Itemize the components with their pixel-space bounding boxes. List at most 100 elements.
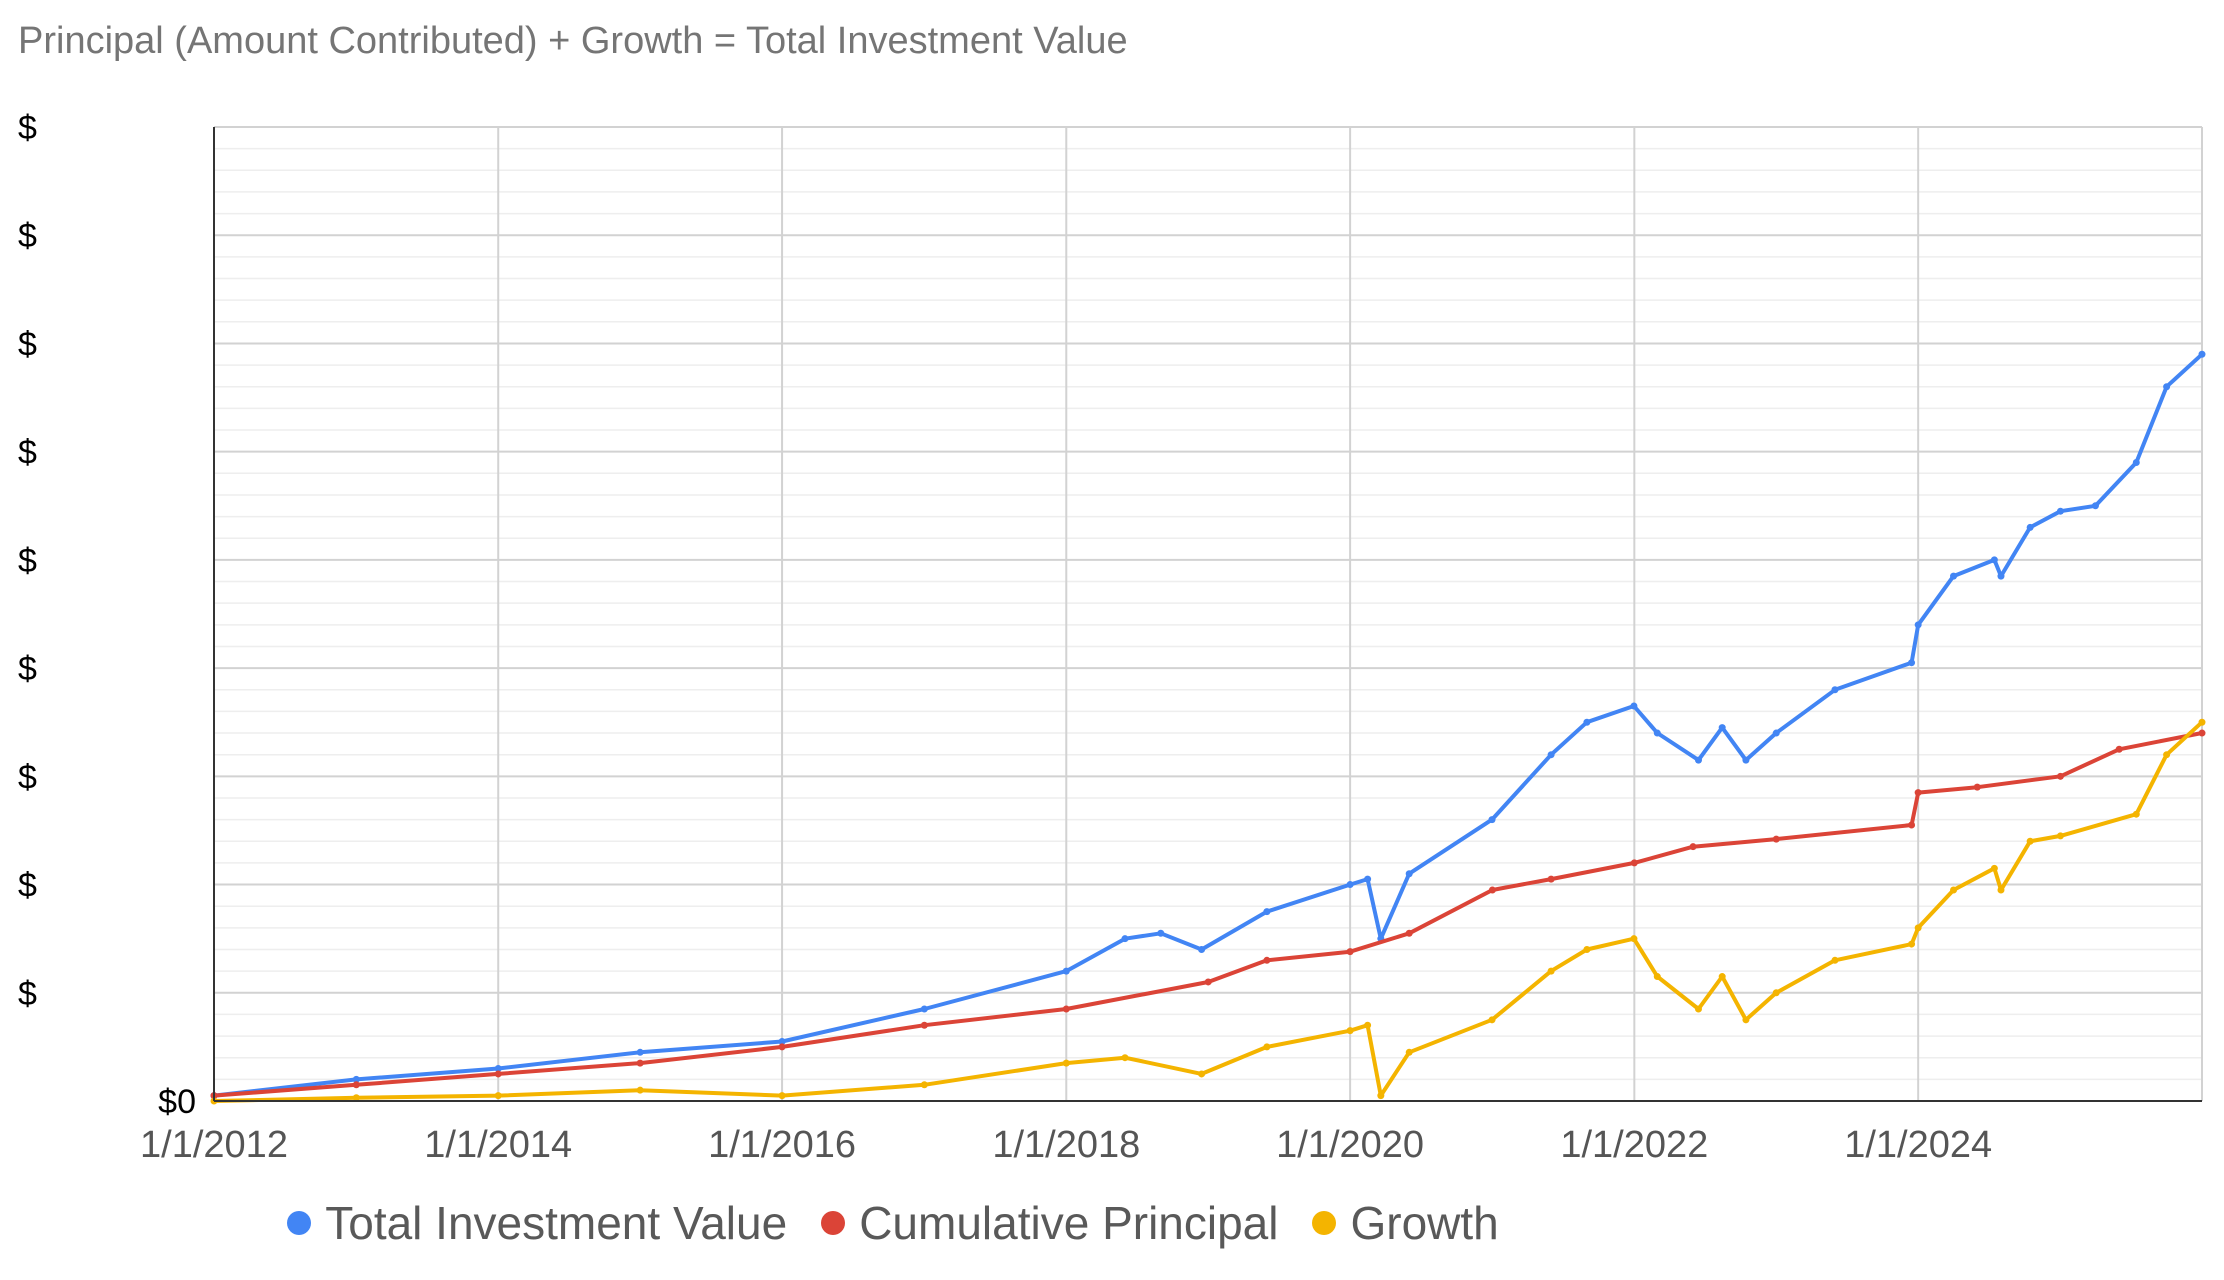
data-point: [1914, 789, 1922, 797]
data-point: [2115, 745, 2123, 753]
data-point: [1914, 924, 1922, 932]
x-tick-label: 1/1/2024: [1844, 1124, 1992, 1166]
x-tick-label: 1/1/2014: [424, 1124, 572, 1166]
data-point: [920, 1005, 928, 1013]
data-point: [636, 1048, 644, 1056]
y-tick-label: $: [18, 975, 37, 1013]
legend-label-principal: Cumulative Principal: [859, 1197, 1279, 1249]
data-point: [1694, 1005, 1702, 1013]
data-point: [1377, 1092, 1385, 1100]
data-point: [2132, 458, 2140, 466]
data-point: [1062, 1005, 1070, 1013]
data-point: [1488, 886, 1496, 894]
legend-item-total[interactable]: Total Investment Value: [287, 1196, 787, 1250]
data-point: [1263, 1043, 1271, 1051]
data-point: [1364, 1021, 1372, 1029]
data-point: [352, 1075, 360, 1083]
legend-item-principal[interactable]: Cumulative Principal: [821, 1196, 1278, 1250]
data-point: [352, 1081, 360, 1089]
data-point: [1157, 929, 1165, 937]
data-point: [2163, 383, 2171, 391]
data-point: [2026, 837, 2034, 845]
data-point: [1547, 967, 1555, 975]
data-point: [2056, 507, 2064, 515]
legend-swatch-principal: [821, 1211, 846, 1235]
y-tick-label: $: [18, 109, 37, 147]
data-point: [1062, 967, 1070, 975]
data-point: [1263, 908, 1271, 916]
data-point: [636, 1059, 644, 1067]
series-line-2: [212, 720, 2204, 1103]
data-point: [1488, 816, 1496, 824]
data-point: [1121, 1054, 1129, 1062]
data-point: [1263, 956, 1271, 964]
data-point: [2198, 729, 2206, 737]
data-point: [1914, 621, 1922, 629]
series-line-0: [212, 352, 2204, 1098]
data-point: [1488, 1016, 1496, 1024]
data-point: [2198, 350, 2206, 358]
chart-title: Principal (Amount Contributed) + Growth …: [18, 20, 1128, 62]
data-point: [1547, 751, 1555, 759]
data-point: [1772, 989, 1780, 997]
data-point: [352, 1094, 360, 1102]
data-point: [2056, 832, 2064, 840]
data-point: [1198, 1070, 1206, 1078]
data-point: [1689, 843, 1697, 851]
data-point: [636, 1086, 644, 1094]
y-tick-label: $0: [158, 1083, 196, 1121]
x-tick-label: 1/1/2022: [1560, 1124, 1708, 1166]
data-point: [1908, 940, 1916, 948]
legend: Total Investment Value Cumulative Princi…: [0, 1196, 1786, 1250]
data-point: [1204, 978, 1212, 986]
data-point: [920, 1021, 928, 1029]
data-point: [1630, 859, 1638, 867]
data-point: [2132, 810, 2140, 818]
data-point: [1630, 702, 1638, 710]
y-tick-label: $: [18, 217, 37, 255]
data-point: [2056, 772, 2064, 780]
data-point: [1653, 729, 1661, 737]
data-point: [494, 1092, 502, 1100]
data-point: [1583, 945, 1591, 953]
data-point: [1997, 886, 2005, 894]
y-tick-label: $: [18, 325, 37, 363]
data-point: [1405, 929, 1413, 937]
legend-item-growth[interactable]: Growth: [1312, 1196, 1499, 1250]
data-point: [920, 1081, 928, 1089]
data-point: [1121, 935, 1129, 943]
data-point: [1718, 973, 1726, 981]
data-point: [1405, 1048, 1413, 1056]
data-point: [778, 1037, 786, 1045]
data-point: [1950, 886, 1958, 894]
data-point: [494, 1070, 502, 1078]
data-point: [1772, 729, 1780, 737]
x-tick-label: 1/1/2018: [992, 1124, 1140, 1166]
y-tick-label: $: [18, 542, 37, 580]
data-point: [1198, 945, 1206, 953]
data-point: [1653, 973, 1661, 981]
data-point: [1908, 821, 1916, 829]
data-point: [1742, 1016, 1750, 1024]
data-point: [1405, 870, 1413, 878]
data-point: [2026, 523, 2034, 531]
data-point: [1583, 718, 1591, 726]
y-tick-label: $: [18, 434, 37, 472]
x-tick-label: 1/1/2016: [708, 1124, 856, 1166]
data-point: [1908, 659, 1916, 667]
data-point: [1346, 881, 1354, 889]
data-point: [1831, 686, 1839, 694]
series-line-1: [212, 731, 2204, 1098]
data-point: [1742, 756, 1750, 764]
data-point: [1346, 948, 1354, 956]
y-tick-label: $: [18, 867, 37, 905]
legend-label-growth: Growth: [1350, 1197, 1499, 1249]
data-point: [1990, 864, 1998, 872]
legend-swatch-growth: [1312, 1211, 1337, 1235]
data-point: [1997, 572, 2005, 580]
legend-swatch-total: [287, 1211, 312, 1235]
data-point: [1694, 756, 1702, 764]
data-point: [778, 1092, 786, 1100]
data-point: [1990, 556, 1998, 564]
